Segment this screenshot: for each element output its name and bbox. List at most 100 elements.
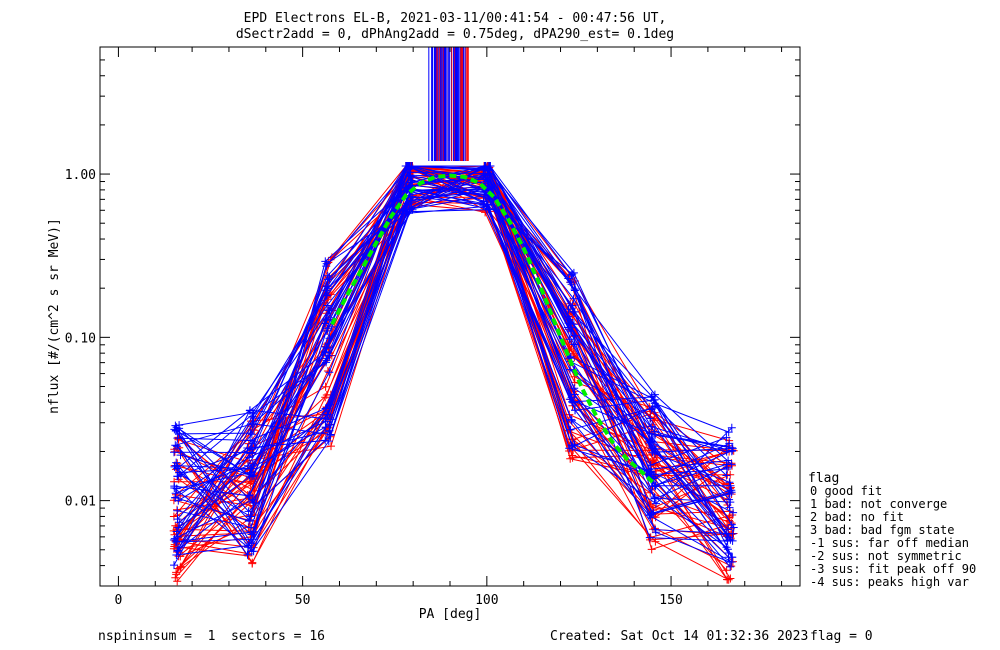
scan-point — [322, 316, 331, 325]
scan-point — [325, 368, 334, 377]
scan-point — [723, 575, 732, 584]
scan-point — [722, 566, 731, 575]
chart-title: EPD Electrons EL-B, 2021-03-11/00:41:54 … — [244, 11, 667, 26]
scan-curve — [176, 172, 733, 525]
fit-curve — [330, 173, 654, 484]
scan-point — [171, 573, 180, 582]
data-layer — [169, 47, 738, 586]
y-tick-label: 0.10 — [65, 331, 96, 346]
scan-point — [249, 414, 258, 423]
scan-point — [322, 403, 331, 412]
scan-point — [569, 320, 578, 329]
scan-point — [249, 547, 258, 556]
scan-point — [566, 454, 575, 463]
flag-legend: flag 0 good fit 1 bad: not converge 2 ba… — [808, 471, 976, 589]
axes-layer: 0 50 100 150 0.01 0.10 1.00 — [65, 46, 800, 608]
legend-item: -2 sus: not symmetric — [810, 549, 962, 563]
y-tick-label: 0.01 — [65, 495, 96, 510]
scan-curve — [177, 165, 729, 552]
scan-point — [726, 481, 735, 490]
scan-point — [243, 550, 252, 559]
scan-point — [646, 414, 655, 423]
scan-point — [245, 406, 254, 415]
scan-point — [174, 523, 183, 532]
legend-item: -4 sus: peaks high var — [810, 575, 969, 589]
scan-curve — [179, 209, 732, 563]
scan-point — [172, 442, 181, 451]
scan-point — [322, 344, 331, 353]
scan-point — [246, 449, 255, 458]
scan-point — [723, 465, 732, 473]
scan-point — [324, 437, 333, 446]
scan-curve — [180, 165, 732, 518]
scan-curve — [173, 189, 727, 548]
scan-point — [729, 523, 738, 532]
scan-point — [246, 429, 255, 438]
scan-curve — [176, 165, 729, 558]
scan-point — [173, 464, 182, 473]
x-tick-label: 100 — [475, 593, 498, 608]
chart-subtitle: dSectr2add = 0, dPhAng2add = 0.75deg, dP… — [236, 27, 674, 42]
scan-point — [321, 393, 330, 402]
scan-point — [647, 392, 656, 401]
scan-point — [247, 530, 256, 539]
scan-point — [246, 436, 255, 445]
scan-point — [726, 498, 735, 507]
scan-point — [176, 470, 185, 479]
scan-point — [570, 285, 579, 294]
scan-point — [245, 515, 253, 524]
legend-item: -3 sus: fit peak off 90 — [810, 562, 976, 576]
scan-point — [727, 460, 736, 469]
scan-point — [173, 515, 182, 524]
scan-point — [173, 506, 182, 515]
scan-point — [406, 171, 415, 180]
legend-item: 1 bad: not converge — [810, 497, 947, 511]
scan-point — [570, 398, 578, 407]
scan-point — [247, 439, 256, 448]
scan-point — [567, 415, 576, 424]
legend-item: 3 bad: bad fgm state — [810, 523, 955, 537]
scan-point — [568, 301, 577, 310]
scan-curve — [178, 184, 732, 549]
scan-point — [652, 444, 660, 453]
scan-point — [647, 545, 656, 554]
scan-point — [652, 499, 660, 508]
scan-point — [727, 488, 736, 497]
scan-point — [651, 431, 659, 440]
scan-point — [173, 547, 182, 556]
scan-curve — [180, 165, 735, 528]
scan-point — [729, 508, 738, 517]
scan-curve — [178, 205, 733, 504]
scan-point — [646, 467, 655, 476]
scan-curve — [176, 165, 727, 469]
series-blue — [169, 162, 738, 571]
scan-point — [566, 365, 574, 374]
scan-point — [169, 536, 178, 544]
scan-point — [647, 444, 656, 452]
scan-point — [723, 545, 732, 554]
scan-point — [170, 425, 179, 434]
scan-curve — [174, 165, 730, 508]
scan-curve — [175, 165, 733, 553]
scan-point — [249, 477, 258, 486]
scan-point — [727, 423, 736, 432]
scan-point — [249, 498, 257, 507]
scan-point — [728, 446, 737, 455]
scan-point — [651, 528, 660, 537]
scan-curve — [177, 201, 730, 549]
scan-point — [170, 561, 178, 570]
scan-point — [248, 448, 257, 457]
scan-point — [722, 543, 731, 552]
scan-point — [565, 335, 574, 344]
scan-point — [647, 422, 656, 431]
scan-point — [408, 192, 417, 201]
scan-point — [569, 268, 578, 277]
scan-point — [650, 390, 659, 399]
scan-point — [651, 537, 660, 546]
scan-curve — [176, 188, 728, 541]
scan-point — [404, 209, 413, 218]
scan-point — [401, 162, 410, 170]
scan-point — [172, 484, 181, 493]
scan-point — [325, 306, 334, 315]
